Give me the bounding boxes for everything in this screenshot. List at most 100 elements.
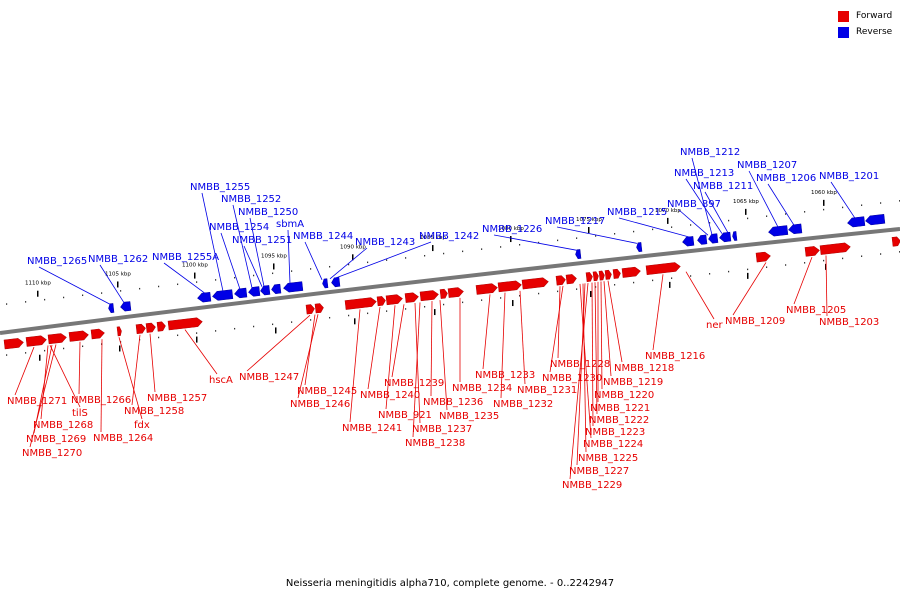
minor-tick (519, 244, 521, 246)
tick-label: 1100 kbp (182, 263, 208, 269)
leader-line (603, 281, 612, 377)
minor-tick (671, 226, 673, 228)
leader-line (391, 304, 405, 378)
reverse-gene-label: NMBB_1252 (221, 194, 281, 205)
minor-tick (595, 235, 597, 237)
minor-tick (272, 272, 274, 275)
leader-line (29, 344, 57, 448)
reverse-gene-label: NMBB_1217 (545, 216, 605, 227)
leader-line (131, 334, 141, 406)
major-tick (39, 354, 41, 361)
forward-gene-label: NMBB_1270 (22, 448, 82, 459)
reverse-gene (271, 283, 282, 294)
leader-line (767, 183, 795, 226)
tick-label: 1075 kbp (576, 217, 602, 223)
minor-tick (766, 215, 768, 217)
minor-tick (880, 253, 882, 255)
minor-tick (690, 224, 692, 226)
leader-line (334, 241, 432, 279)
minor-tick (652, 279, 654, 282)
minor-tick (120, 290, 122, 292)
minor-tick (367, 312, 369, 315)
minor-tick (861, 255, 863, 257)
leader-line (232, 204, 253, 288)
forward-gene (25, 335, 47, 347)
major-tick (119, 345, 121, 352)
reverse-gene (697, 234, 708, 245)
minor-tick (6, 354, 8, 356)
reverse-gene-label: NMBB_1206 (756, 173, 816, 184)
forward-genes (3, 236, 900, 350)
reverse-gene-label: NMBB_897 (667, 199, 721, 210)
reverse-gene (865, 214, 886, 226)
legend-forward-swatch (838, 10, 849, 22)
reverse-gene (788, 223, 803, 235)
forward-gene (592, 271, 599, 282)
leader-line (557, 286, 561, 359)
reverse-gene (120, 301, 132, 312)
leader-line (594, 282, 598, 415)
minor-tick (139, 287, 141, 290)
leader-line (482, 294, 491, 370)
leader-line (704, 191, 729, 234)
minor-tick (177, 334, 179, 337)
minor-tick (671, 277, 673, 279)
minor-tick (519, 295, 521, 297)
forward-gene (419, 290, 439, 302)
leader-line (100, 339, 103, 433)
forward-gene (404, 292, 419, 303)
leader-line (493, 234, 578, 251)
minor-tick (6, 303, 8, 305)
leader-line (349, 309, 361, 423)
minor-tick (538, 292, 540, 295)
forward-gene (167, 317, 203, 331)
minor-tick (462, 301, 464, 304)
minor-tick (633, 281, 635, 284)
forward-gene (891, 236, 900, 247)
forward-gene (804, 246, 820, 257)
minor-tick (253, 325, 255, 328)
legend-reverse-swatch (838, 26, 849, 38)
leader-line (685, 271, 715, 320)
leader-line (519, 290, 526, 385)
forward-gene-label: NMBB_1268 (33, 420, 93, 431)
leader-line (685, 178, 723, 234)
forward-gene-label: NMBB_921 (378, 410, 432, 421)
minor-tick (215, 330, 217, 332)
reverse-gene-label: NMBB_1226 (482, 224, 542, 235)
forward-gene-label: NMBB_1229 (562, 480, 622, 491)
legend-reverse-label: Reverse (856, 27, 893, 37)
forward-gene (385, 294, 403, 306)
minor-tick (842, 206, 844, 209)
minor-tick (690, 275, 692, 277)
minor-tick (462, 250, 464, 253)
leader-line (201, 192, 224, 292)
minor-tick (234, 327, 236, 330)
minor-tick (424, 305, 426, 308)
forward-gene-label: NMBB_1222 (589, 415, 649, 426)
minor-tick (766, 266, 768, 268)
minor-tick (63, 347, 65, 350)
reverse-gene (248, 286, 261, 297)
minor-tick (538, 241, 540, 244)
reverse-gene-label: NMBB_1243 (355, 237, 415, 248)
minor-tick (272, 323, 274, 326)
minor-tick (310, 319, 312, 321)
minor-tick (329, 265, 331, 268)
minor-tick (861, 204, 863, 206)
forward-gene (376, 296, 386, 307)
forward-gene (68, 330, 89, 342)
forward-gene (439, 288, 448, 299)
minor-tick (804, 211, 806, 213)
forward-gene (305, 304, 315, 315)
minor-tick (576, 237, 578, 239)
minor-tick (481, 299, 483, 301)
reverse-gene (197, 291, 212, 303)
major-tick (432, 245, 434, 252)
major-tick (588, 227, 590, 234)
forward-gene-label: NMBB_1218 (614, 363, 674, 374)
major-tick (823, 199, 825, 206)
leader-line (591, 282, 594, 427)
minor-tick (804, 262, 806, 264)
